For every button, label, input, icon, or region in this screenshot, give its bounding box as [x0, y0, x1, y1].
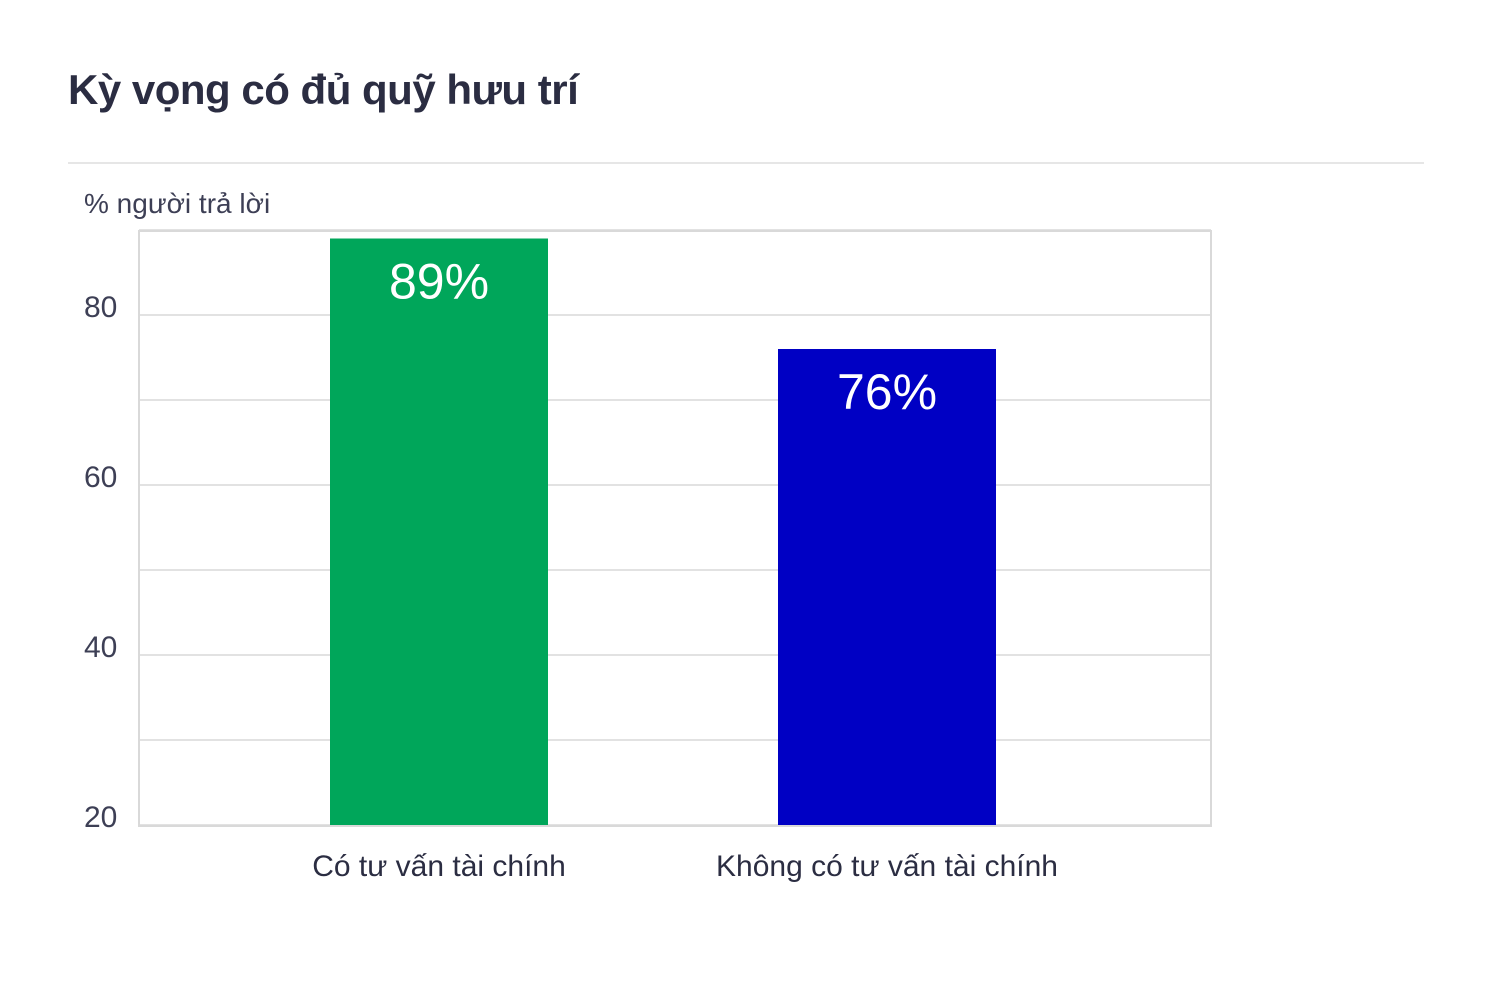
y-axis-label: % người trả lời	[84, 188, 270, 219]
y-tick-labels: 20 40 60 80	[84, 291, 117, 834]
gridlines	[139, 229, 1211, 826]
plot-frame	[138, 230, 1212, 827]
y-tick-label: 80	[84, 291, 117, 324]
bar-data-label: 89%	[389, 254, 489, 310]
category-labels: Có tư vấn tài chính Không có tư vấn tài c…	[312, 850, 1058, 883]
y-tick-label: 40	[84, 631, 117, 664]
y-tick-label: 20	[84, 801, 117, 834]
chart-title: Kỳ vọng có đủ quỹ hưu trí	[68, 66, 579, 113]
bar	[778, 349, 996, 825]
bars	[330, 238, 996, 825]
category-label: Không có tư vấn tài chính	[716, 850, 1058, 883]
bar	[330, 238, 548, 825]
bar-data-label: 76%	[837, 364, 937, 420]
category-label: Có tư vấn tài chính	[312, 850, 566, 883]
bar-data-labels: 89% 76%	[389, 254, 937, 421]
title-divider	[68, 162, 1424, 164]
y-tick-label: 60	[84, 461, 117, 494]
